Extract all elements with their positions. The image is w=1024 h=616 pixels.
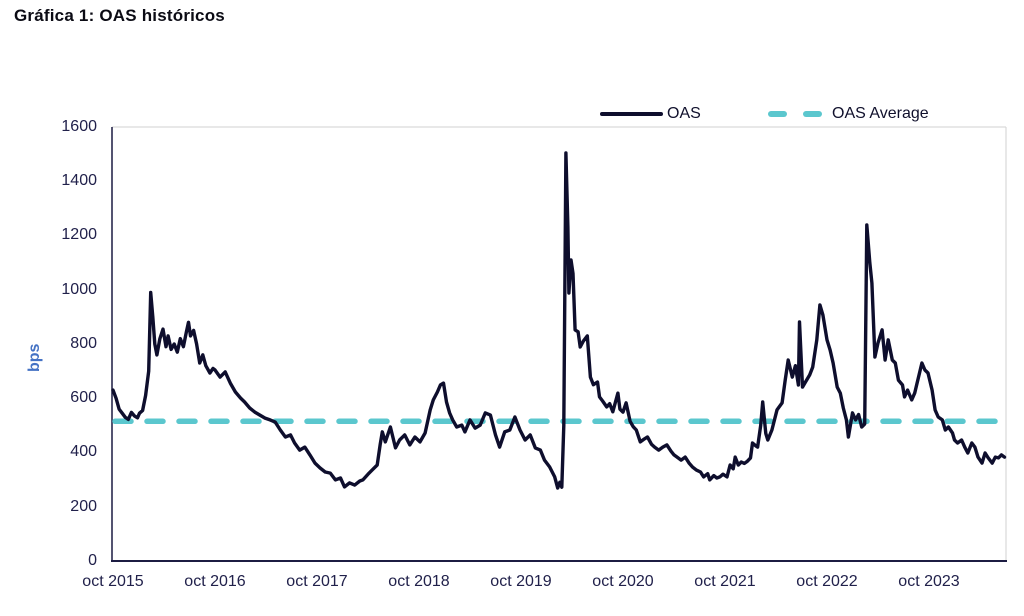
y-tick-600: 600 — [70, 389, 97, 406]
chart-title: Gráfica 1: OAS históricos — [14, 6, 225, 25]
y-tick-200: 200 — [70, 498, 97, 515]
y-tick-400: 400 — [70, 443, 97, 460]
x-tick-oct-2023: oct 2023 — [898, 573, 960, 590]
oas-series-line — [111, 151, 1007, 490]
y-tick-1000: 1000 — [61, 281, 97, 298]
x-tick-oct-2015: oct 2015 — [82, 573, 144, 590]
oas-average-dash-swatch-1 — [768, 111, 787, 117]
y-tick-1200: 1200 — [61, 226, 97, 243]
oas-average-dash-swatch-2 — [803, 111, 822, 117]
y-tick-0: 0 — [88, 552, 97, 569]
x-tick-oct-2022: oct 2022 — [796, 573, 858, 590]
x-tick-oct-2021: oct 2021 — [694, 573, 756, 590]
x-tick-oct-2018: oct 2018 — [388, 573, 450, 590]
y-tick-1600: 1600 — [61, 118, 97, 135]
x-tick-oct-2020: oct 2020 — [592, 573, 654, 590]
x-tick-oct-2016: oct 2016 — [184, 573, 246, 590]
y-tick-1400: 1400 — [61, 172, 97, 189]
oas-line-swatch — [600, 112, 663, 116]
legend-label-oas-average: OAS Average — [832, 105, 929, 122]
x-tick-oct-2019: oct 2019 — [490, 573, 552, 590]
x-tick-oct-2017: oct 2017 — [286, 573, 348, 590]
y-tick-800: 800 — [70, 335, 97, 352]
legend-label-oas: OAS — [667, 105, 701, 122]
